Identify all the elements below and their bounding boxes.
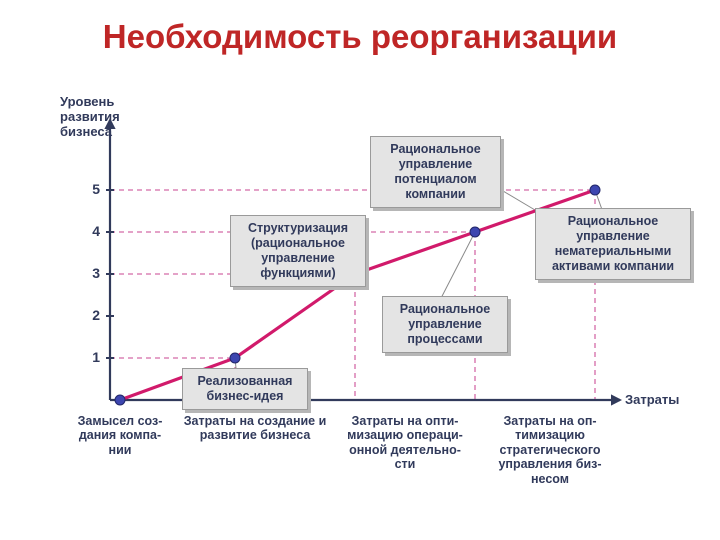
y-tick-label: 2 xyxy=(80,307,100,323)
x-category-label: Затраты на создание иразвитие бизнеса xyxy=(180,414,330,443)
callout-potential: Рациональноеуправлениепотенциаломкомпани… xyxy=(370,136,501,208)
x-category-label: Замысел соз-дания компа-нии xyxy=(60,414,180,457)
y-tick-label: 1 xyxy=(80,349,100,365)
y-tick-label: 5 xyxy=(80,181,100,197)
callout-intang: Рациональноеуправлениенематериальнымиакт… xyxy=(535,208,691,280)
y-axis-label: Уровеньразвитиябизнеса xyxy=(60,95,120,140)
chart-container: Уровеньразвитиябизнеса Затраты 1 2 3 4 5 Зам… xyxy=(40,80,680,510)
callout-idea: Реализованнаябизнес-идея xyxy=(182,368,308,410)
callout-struct: Структуризация(рациональноеуправлениефун… xyxy=(230,215,366,287)
callout-process: Рациональноеуправлениепроцессами xyxy=(382,296,508,353)
y-tick-label: 3 xyxy=(80,265,100,281)
x-category-label: Затраты на опти-мизацию операци-онной де… xyxy=(340,414,470,472)
page-title: Необходимость реорганизации xyxy=(0,18,720,56)
y-tick-label: 4 xyxy=(80,223,100,239)
x-axis-end-label: Затраты xyxy=(625,392,679,407)
x-category-label: Затраты на оп-тимизациюстратегическогоуп… xyxy=(480,414,620,486)
